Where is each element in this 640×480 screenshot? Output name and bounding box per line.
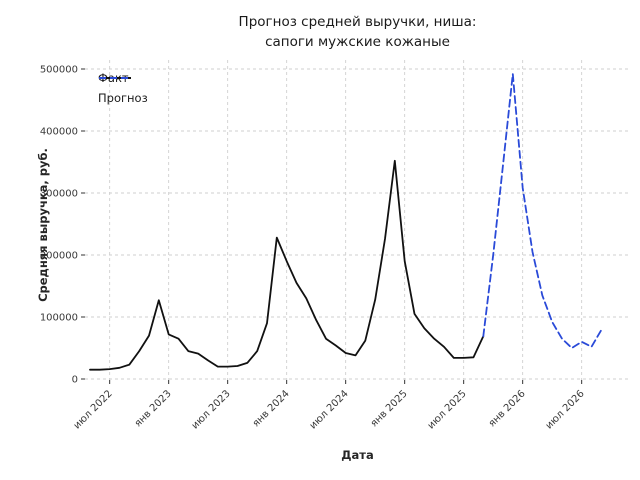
chart-title-line2: сапоги мужские кожаные <box>265 34 450 50</box>
x-tick-labels: июл 2022 янв 2023 июл 2023 янв 2024 июл 2024… <box>72 388 587 431</box>
y-axis-label: Средняя выручка, руб. <box>36 148 50 302</box>
y-tick-label: 0 <box>72 375 78 386</box>
tick-marks <box>81 68 583 384</box>
y-tick-labels: 0 100000 200000 300000 400000 500000 <box>40 65 78 386</box>
x-tick-label: июл 2022 <box>72 388 115 431</box>
x-tick-label: июл 2025 <box>426 388 469 431</box>
series-line-fact <box>89 159 485 371</box>
legend: Факт Прогноз <box>98 68 148 108</box>
x-tick-label: июл 2024 <box>308 388 351 431</box>
x-tick-label: июл 2026 <box>544 388 587 431</box>
x-tick-label: янв 2025 <box>369 388 410 429</box>
y-tick-label: 500000 <box>40 65 78 76</box>
legend-label-forecast: Прогноз <box>98 91 148 105</box>
forecast-line-swatch <box>99 77 131 79</box>
gridlines <box>85 60 630 380</box>
legend-item-forecast: Прогноз <box>98 77 148 108</box>
x-axis-label: Дата <box>341 448 374 462</box>
y-tick-label: 200000 <box>40 251 78 262</box>
x-tick-label: янв 2023 <box>133 388 174 429</box>
chart-title: Прогноз средней выручки, ниша: сапоги му… <box>85 12 630 52</box>
chart-title-line1: Прогноз средней выручки, ниша: <box>238 14 477 30</box>
y-tick-label: 100000 <box>40 313 78 324</box>
x-tick-label: янв 2024 <box>251 388 292 429</box>
series-line-forecast <box>482 73 603 349</box>
y-tick-label: 400000 <box>40 127 78 138</box>
x-tick-label: июл 2023 <box>190 388 233 431</box>
x-tick-label: янв 2026 <box>487 388 528 429</box>
y-tick-label: 300000 <box>40 189 78 200</box>
data-series <box>89 73 603 371</box>
